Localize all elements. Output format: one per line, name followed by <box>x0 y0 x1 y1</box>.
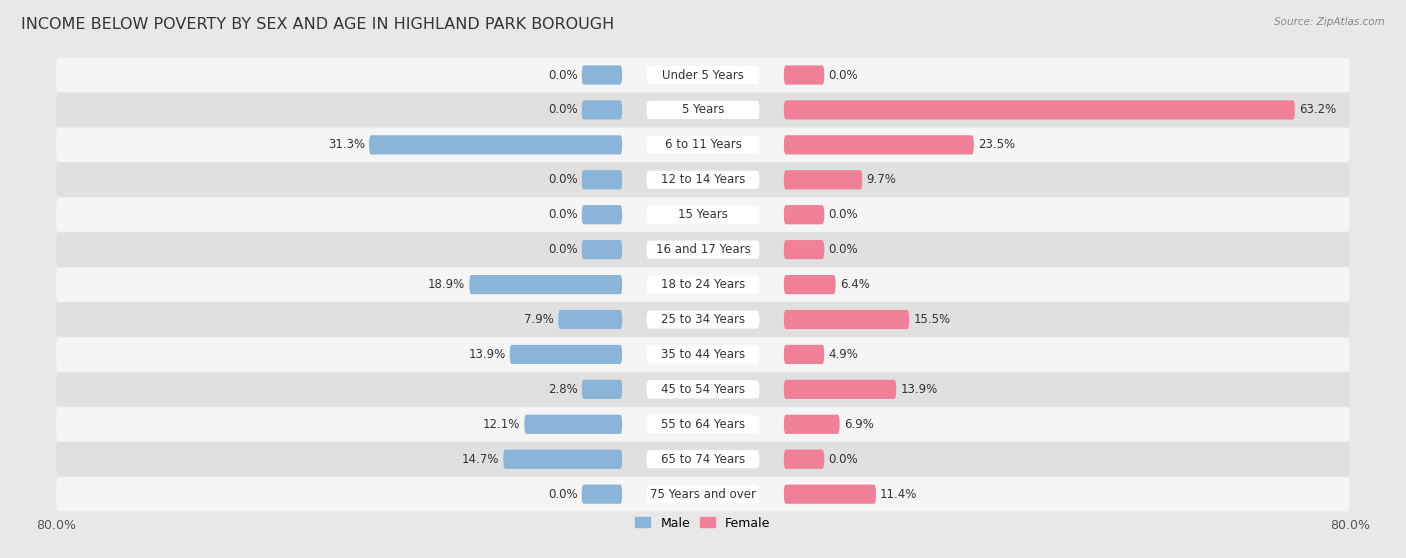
Text: 15 Years: 15 Years <box>678 208 728 221</box>
Text: 16 and 17 Years: 16 and 17 Years <box>655 243 751 256</box>
FancyBboxPatch shape <box>785 205 824 224</box>
Text: 6.9%: 6.9% <box>844 418 873 431</box>
FancyBboxPatch shape <box>56 233 1350 267</box>
FancyBboxPatch shape <box>785 345 824 364</box>
FancyBboxPatch shape <box>647 310 759 329</box>
Text: 6 to 11 Years: 6 to 11 Years <box>665 138 741 151</box>
Text: 75 Years and over: 75 Years and over <box>650 488 756 501</box>
FancyBboxPatch shape <box>370 135 621 155</box>
Text: 7.9%: 7.9% <box>524 313 554 326</box>
FancyBboxPatch shape <box>56 93 1350 127</box>
Text: 2.8%: 2.8% <box>548 383 578 396</box>
FancyBboxPatch shape <box>56 128 1350 162</box>
Text: 18.9%: 18.9% <box>427 278 465 291</box>
FancyBboxPatch shape <box>503 450 621 469</box>
FancyBboxPatch shape <box>470 275 621 294</box>
Text: 4.9%: 4.9% <box>828 348 858 361</box>
FancyBboxPatch shape <box>56 267 1350 302</box>
Text: 0.0%: 0.0% <box>548 488 578 501</box>
FancyBboxPatch shape <box>647 171 759 189</box>
FancyBboxPatch shape <box>647 276 759 294</box>
FancyBboxPatch shape <box>785 450 824 469</box>
FancyBboxPatch shape <box>785 380 896 399</box>
Text: 65 to 74 Years: 65 to 74 Years <box>661 453 745 466</box>
Text: 0.0%: 0.0% <box>548 174 578 186</box>
Text: 0.0%: 0.0% <box>828 208 858 221</box>
FancyBboxPatch shape <box>56 407 1350 441</box>
Text: 55 to 64 Years: 55 to 64 Years <box>661 418 745 431</box>
FancyBboxPatch shape <box>56 442 1350 477</box>
Text: 13.9%: 13.9% <box>900 383 938 396</box>
FancyBboxPatch shape <box>582 170 621 189</box>
FancyBboxPatch shape <box>56 338 1350 372</box>
Text: 0.0%: 0.0% <box>828 243 858 256</box>
Text: Source: ZipAtlas.com: Source: ZipAtlas.com <box>1274 17 1385 27</box>
Text: 25 to 34 Years: 25 to 34 Years <box>661 313 745 326</box>
Text: INCOME BELOW POVERTY BY SEX AND AGE IN HIGHLAND PARK BOROUGH: INCOME BELOW POVERTY BY SEX AND AGE IN H… <box>21 17 614 32</box>
FancyBboxPatch shape <box>785 170 862 189</box>
FancyBboxPatch shape <box>524 415 621 434</box>
FancyBboxPatch shape <box>785 65 824 85</box>
FancyBboxPatch shape <box>647 101 759 119</box>
FancyBboxPatch shape <box>510 345 621 364</box>
Text: 12.1%: 12.1% <box>482 418 520 431</box>
FancyBboxPatch shape <box>56 58 1350 92</box>
Text: 0.0%: 0.0% <box>548 69 578 81</box>
FancyBboxPatch shape <box>647 485 759 503</box>
FancyBboxPatch shape <box>582 205 621 224</box>
FancyBboxPatch shape <box>558 310 621 329</box>
FancyBboxPatch shape <box>647 240 759 259</box>
Text: 14.7%: 14.7% <box>463 453 499 466</box>
FancyBboxPatch shape <box>647 66 759 84</box>
FancyBboxPatch shape <box>785 240 824 259</box>
FancyBboxPatch shape <box>647 450 759 468</box>
FancyBboxPatch shape <box>647 206 759 224</box>
FancyBboxPatch shape <box>56 302 1350 336</box>
Text: 11.4%: 11.4% <box>880 488 918 501</box>
FancyBboxPatch shape <box>582 65 621 85</box>
Text: 0.0%: 0.0% <box>548 208 578 221</box>
FancyBboxPatch shape <box>56 163 1350 197</box>
FancyBboxPatch shape <box>785 484 876 504</box>
Text: 5 Years: 5 Years <box>682 103 724 117</box>
FancyBboxPatch shape <box>647 136 759 154</box>
Text: 35 to 44 Years: 35 to 44 Years <box>661 348 745 361</box>
Legend: Male, Female: Male, Female <box>630 512 776 535</box>
FancyBboxPatch shape <box>785 310 910 329</box>
FancyBboxPatch shape <box>582 240 621 259</box>
Text: 23.5%: 23.5% <box>979 138 1015 151</box>
FancyBboxPatch shape <box>647 345 759 363</box>
FancyBboxPatch shape <box>582 380 621 399</box>
Text: Under 5 Years: Under 5 Years <box>662 69 744 81</box>
Text: 18 to 24 Years: 18 to 24 Years <box>661 278 745 291</box>
FancyBboxPatch shape <box>785 275 835 294</box>
FancyBboxPatch shape <box>56 372 1350 406</box>
Text: 0.0%: 0.0% <box>548 243 578 256</box>
FancyBboxPatch shape <box>56 198 1350 232</box>
FancyBboxPatch shape <box>582 484 621 504</box>
FancyBboxPatch shape <box>582 100 621 119</box>
FancyBboxPatch shape <box>647 381 759 398</box>
Text: 6.4%: 6.4% <box>839 278 869 291</box>
Text: 0.0%: 0.0% <box>828 69 858 81</box>
Text: 0.0%: 0.0% <box>548 103 578 117</box>
FancyBboxPatch shape <box>785 100 1295 119</box>
Text: 0.0%: 0.0% <box>828 453 858 466</box>
FancyBboxPatch shape <box>647 415 759 434</box>
Text: 9.7%: 9.7% <box>866 174 896 186</box>
Text: 13.9%: 13.9% <box>468 348 506 361</box>
FancyBboxPatch shape <box>56 477 1350 511</box>
Text: 63.2%: 63.2% <box>1299 103 1336 117</box>
Text: 12 to 14 Years: 12 to 14 Years <box>661 174 745 186</box>
Text: 31.3%: 31.3% <box>328 138 366 151</box>
FancyBboxPatch shape <box>785 415 839 434</box>
Text: 45 to 54 Years: 45 to 54 Years <box>661 383 745 396</box>
FancyBboxPatch shape <box>785 135 974 155</box>
Text: 15.5%: 15.5% <box>914 313 950 326</box>
